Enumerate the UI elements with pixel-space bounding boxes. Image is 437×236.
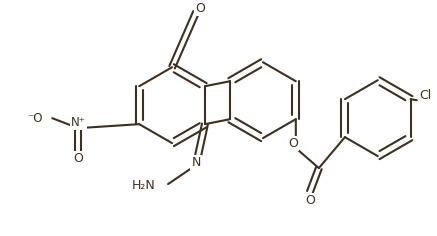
Text: O: O (305, 194, 315, 206)
Text: H₂N: H₂N (132, 179, 155, 192)
Text: N⁺: N⁺ (71, 116, 86, 129)
Text: O: O (288, 137, 298, 150)
Text: N: N (191, 156, 201, 169)
Text: ⁻O: ⁻O (27, 112, 42, 125)
Text: O: O (195, 2, 205, 15)
Text: Cl: Cl (420, 89, 432, 102)
Text: O: O (73, 152, 83, 165)
